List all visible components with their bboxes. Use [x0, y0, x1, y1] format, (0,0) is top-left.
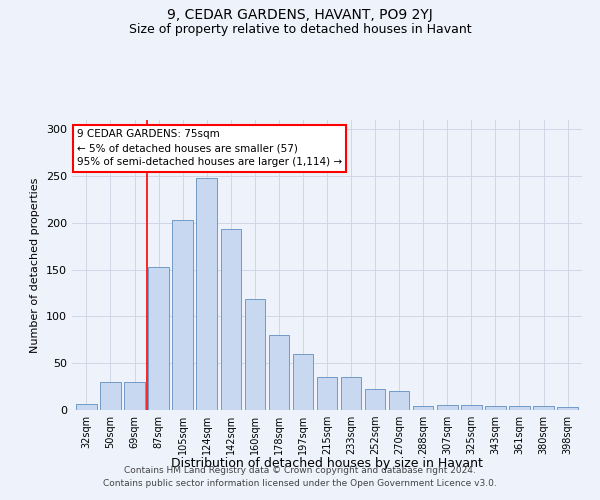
Bar [437, 406, 458, 410]
Bar [269, 335, 289, 410]
Bar [293, 354, 313, 410]
Bar [196, 178, 217, 410]
Bar [341, 378, 361, 410]
Y-axis label: Number of detached properties: Number of detached properties [31, 178, 40, 352]
Bar [172, 220, 193, 410]
Bar [557, 407, 578, 410]
Bar [317, 378, 337, 410]
Bar [389, 392, 409, 410]
Text: 9 CEDAR GARDENS: 75sqm
← 5% of detached houses are smaller (57)
95% of semi-deta: 9 CEDAR GARDENS: 75sqm ← 5% of detached … [77, 130, 342, 168]
Bar [221, 230, 241, 410]
Bar [365, 390, 385, 410]
Bar [509, 406, 530, 410]
Text: Contains HM Land Registry data © Crown copyright and database right 2024.
Contai: Contains HM Land Registry data © Crown c… [103, 466, 497, 487]
Bar [124, 382, 145, 410]
Bar [461, 406, 482, 410]
Text: 9, CEDAR GARDENS, HAVANT, PO9 2YJ: 9, CEDAR GARDENS, HAVANT, PO9 2YJ [167, 8, 433, 22]
Bar [148, 267, 169, 410]
Text: Distribution of detached houses by size in Havant: Distribution of detached houses by size … [171, 458, 483, 470]
Bar [245, 298, 265, 410]
Bar [413, 406, 433, 410]
Bar [76, 404, 97, 410]
Bar [485, 406, 506, 410]
Bar [533, 406, 554, 410]
Bar [100, 382, 121, 410]
Text: Size of property relative to detached houses in Havant: Size of property relative to detached ho… [128, 22, 472, 36]
